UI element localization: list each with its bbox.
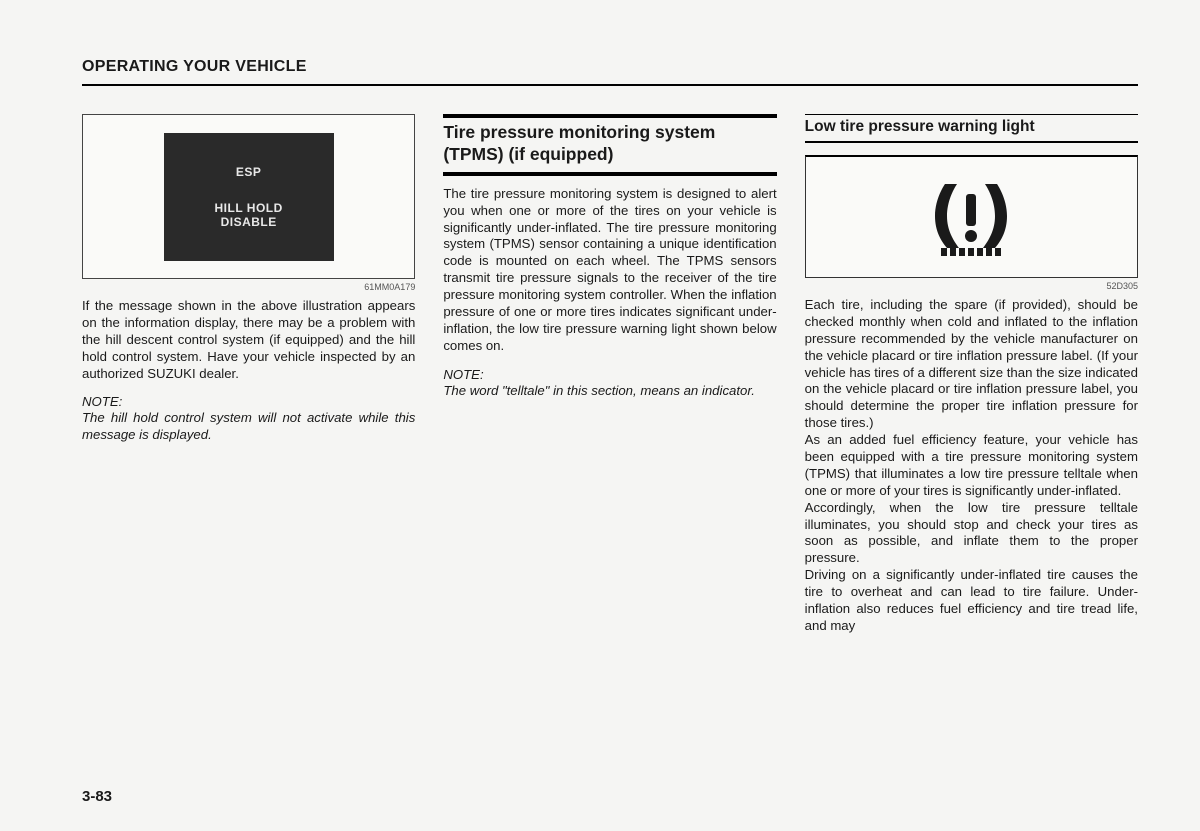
paragraph: As an added fuel efficiency feature, you… [805, 432, 1138, 500]
esp-display-figure: ESP HILL HOLD DISABLE [82, 114, 415, 279]
paragraph: If the message shown in the above illust… [82, 298, 415, 382]
note-label: NOTE: [82, 394, 415, 409]
content-columns: ESP HILL HOLD DISABLE 61MM0A179 If the m… [82, 114, 1138, 635]
column-2: Tire pressure monitoring system (TPMS) (… [443, 114, 776, 635]
page-header: OPERATING YOUR VEHICLE [82, 58, 1138, 86]
figure-code: 52D305 [805, 281, 1138, 291]
tpms-warning-icon [925, 176, 1017, 258]
esp-display-screen: ESP HILL HOLD DISABLE [164, 133, 334, 261]
note-label: NOTE: [443, 367, 776, 382]
display-text: HILL HOLD [215, 201, 283, 215]
paragraph: Driving on a significantly under-inflate… [805, 567, 1138, 635]
paragraph: Each tire, including the spare (if provi… [805, 297, 1138, 432]
column-3: Low tire pressure warning light 5 [805, 114, 1138, 635]
figure-code: 61MM0A179 [82, 282, 415, 292]
note-text: The hill hold control system will not ac… [82, 410, 415, 444]
note-text: The word "telltale" in this section, mea… [443, 383, 776, 400]
page-number: 3-83 [82, 788, 112, 805]
section-heading-tpms: Tire pressure monitoring system (TPMS) (… [443, 114, 776, 176]
column-1: ESP HILL HOLD DISABLE 61MM0A179 If the m… [82, 114, 415, 635]
tpms-warning-figure [805, 155, 1138, 278]
display-text: DISABLE [215, 215, 283, 229]
display-line-hillhold: HILL HOLD DISABLE [215, 201, 283, 229]
sub-heading-low-pressure: Low tire pressure warning light [805, 114, 1138, 143]
paragraph: Accordingly, when the low tire pressure … [805, 500, 1138, 568]
paragraph: The tire pressure monitoring system is d… [443, 186, 776, 355]
display-line-esp: ESP [236, 165, 262, 179]
